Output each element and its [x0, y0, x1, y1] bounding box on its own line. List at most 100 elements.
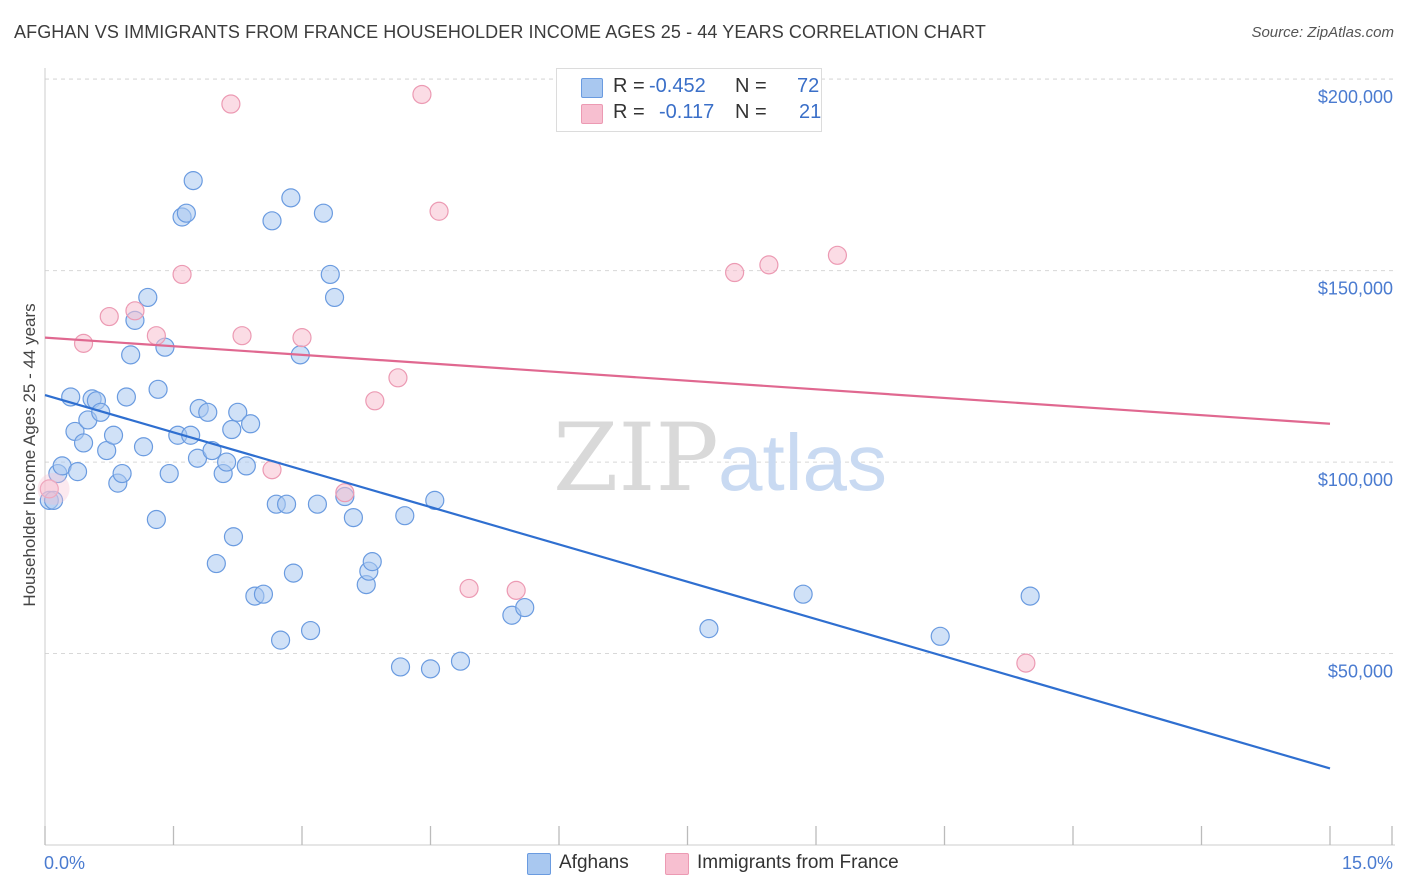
data-point: [412, 84, 432, 105]
stats-n-label: N =: [735, 75, 767, 97]
data-point: [228, 402, 248, 422]
stats-r-value: -0.452: [649, 75, 706, 97]
legend-swatch-france: [665, 853, 689, 875]
x-tick-labels: 0.0% 15.0%: [44, 853, 1393, 873]
x-tick-label: 0.0%: [44, 853, 85, 873]
y-tick-labels: $50,000 $100,000 $150,000 $200,000: [1318, 87, 1393, 681]
trend-line-afghans: [44, 394, 1331, 770]
data-point: [202, 440, 222, 461]
data-point: [725, 262, 745, 283]
data-point: [515, 597, 535, 618]
legend-label-france: Immigrants from France: [697, 852, 899, 873]
data-point: [159, 463, 179, 484]
data-point: [99, 306, 119, 327]
data-point: [283, 563, 304, 583]
data-point: [390, 657, 411, 677]
watermark-zip: ZIP: [553, 404, 719, 513]
x-tick-label: 15.0%: [1342, 853, 1393, 873]
stats-swatch-afghans: [581, 78, 603, 98]
data-point: [335, 483, 355, 503]
data-point: [73, 333, 94, 353]
data-point: [133, 437, 154, 457]
data-point: [827, 245, 848, 265]
data-point: [281, 188, 301, 208]
data-point: [365, 391, 385, 411]
data-point: [217, 452, 237, 472]
data-point: [148, 379, 168, 399]
stats-box: R = -0.452 N = 72 R = -0.117 N = 21: [556, 68, 822, 132]
data-point: [183, 171, 203, 191]
data-point: [73, 433, 94, 453]
stats-swatch-france: [581, 104, 603, 124]
data-point: [320, 264, 340, 285]
data-point: [313, 203, 334, 223]
data-point: [307, 494, 328, 514]
data-point: [324, 287, 345, 308]
data-point: [1016, 653, 1036, 673]
data-point: [176, 203, 196, 223]
stats-r-value: -0.117: [659, 101, 715, 123]
data-point: [276, 494, 297, 514]
data-point: [699, 619, 719, 639]
stats-r-label: R =: [613, 101, 645, 123]
data-point: [420, 659, 441, 679]
data-point: [300, 620, 321, 641]
data-points: [37, 84, 1040, 679]
data-point: [395, 506, 415, 526]
y-tick-label: $150,000: [1318, 279, 1393, 299]
legend-label-afghans: Afghans: [559, 852, 629, 873]
data-point: [459, 578, 479, 599]
trend-line-france: [44, 336, 1331, 425]
gridlines: [45, 78, 1395, 655]
data-point: [292, 328, 312, 348]
data-point: [112, 463, 132, 484]
data-point: [125, 301, 145, 321]
data-point: [146, 509, 166, 530]
data-point: [138, 287, 158, 308]
data-point: [262, 211, 282, 231]
data-point: [236, 456, 256, 476]
data-point: [39, 479, 59, 499]
stats-n-value: 21: [799, 101, 822, 123]
stats-n-label: N =: [735, 101, 767, 123]
data-point: [506, 580, 526, 600]
y-tick-label: $100,000: [1318, 470, 1393, 490]
data-point: [759, 255, 779, 275]
y-axis-title: Householder Income Ages 25 - 44 years: [20, 303, 39, 606]
y-tick-label: $50,000: [1328, 662, 1393, 682]
data-point-cluster: [37, 472, 70, 505]
series-france: [39, 84, 1036, 673]
y-tick-label: $200,000: [1318, 87, 1393, 107]
data-point: [1020, 586, 1040, 606]
data-point: [429, 201, 449, 221]
data-point: [206, 553, 226, 574]
data-point: [146, 326, 166, 346]
data-point: [223, 527, 244, 547]
data-point: [270, 630, 291, 650]
chart-title: AFGHAN VS IMMIGRANTS FROM FRANCE HOUSEHO…: [14, 22, 986, 42]
data-point: [450, 651, 471, 671]
axes: [44, 68, 1395, 846]
data-point: [253, 584, 274, 604]
stats-r-label: R =: [613, 75, 645, 97]
data-point: [116, 387, 136, 407]
data-point: [362, 552, 382, 572]
source-label: Source: ZipAtlas.com: [1251, 24, 1394, 41]
data-point: [198, 402, 218, 422]
data-point: [172, 264, 192, 285]
data-point: [232, 326, 252, 346]
data-point: [343, 507, 363, 528]
watermark-atlas: atlas: [718, 418, 887, 507]
legend-swatch-afghans: [527, 853, 551, 875]
series-afghans: [39, 171, 1040, 679]
data-point: [793, 584, 813, 604]
data-point: [67, 462, 88, 482]
data-point: [388, 368, 408, 388]
data-point: [930, 626, 950, 646]
trend-lines: [44, 336, 1331, 770]
data-point: [241, 414, 261, 434]
data-point: [221, 94, 241, 114]
data-point: [121, 345, 141, 365]
data-point: [103, 425, 124, 445]
